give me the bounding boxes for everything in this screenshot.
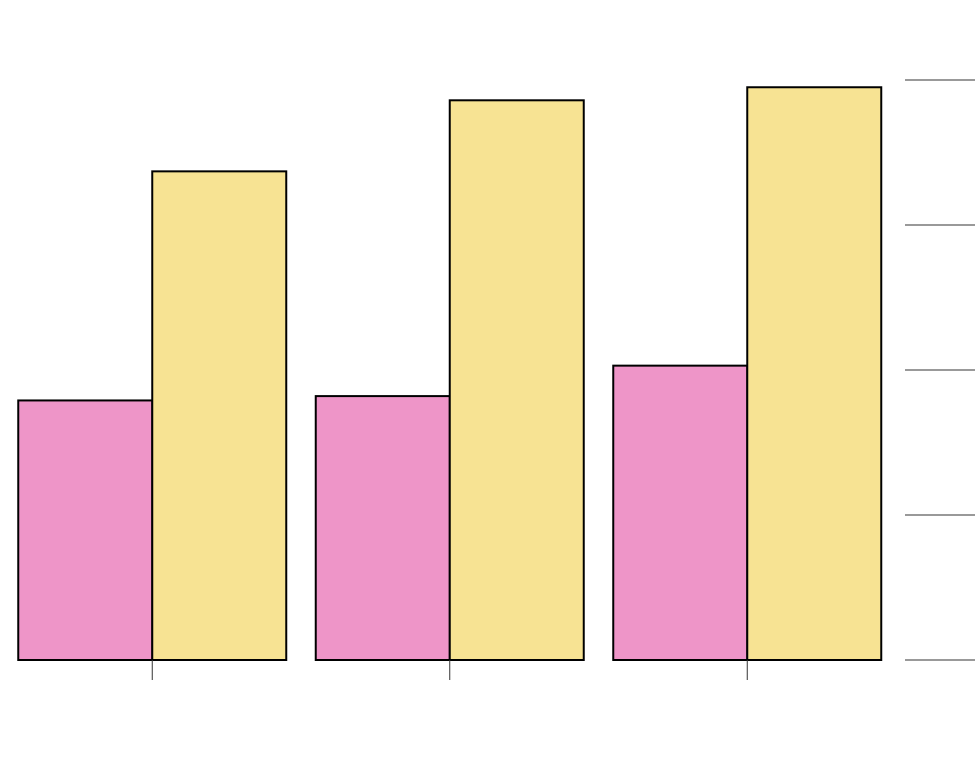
bar xyxy=(151,170,288,661)
bar xyxy=(746,86,883,661)
bar xyxy=(448,99,585,662)
bar xyxy=(17,399,154,661)
bar xyxy=(612,364,749,661)
bar xyxy=(314,395,451,661)
